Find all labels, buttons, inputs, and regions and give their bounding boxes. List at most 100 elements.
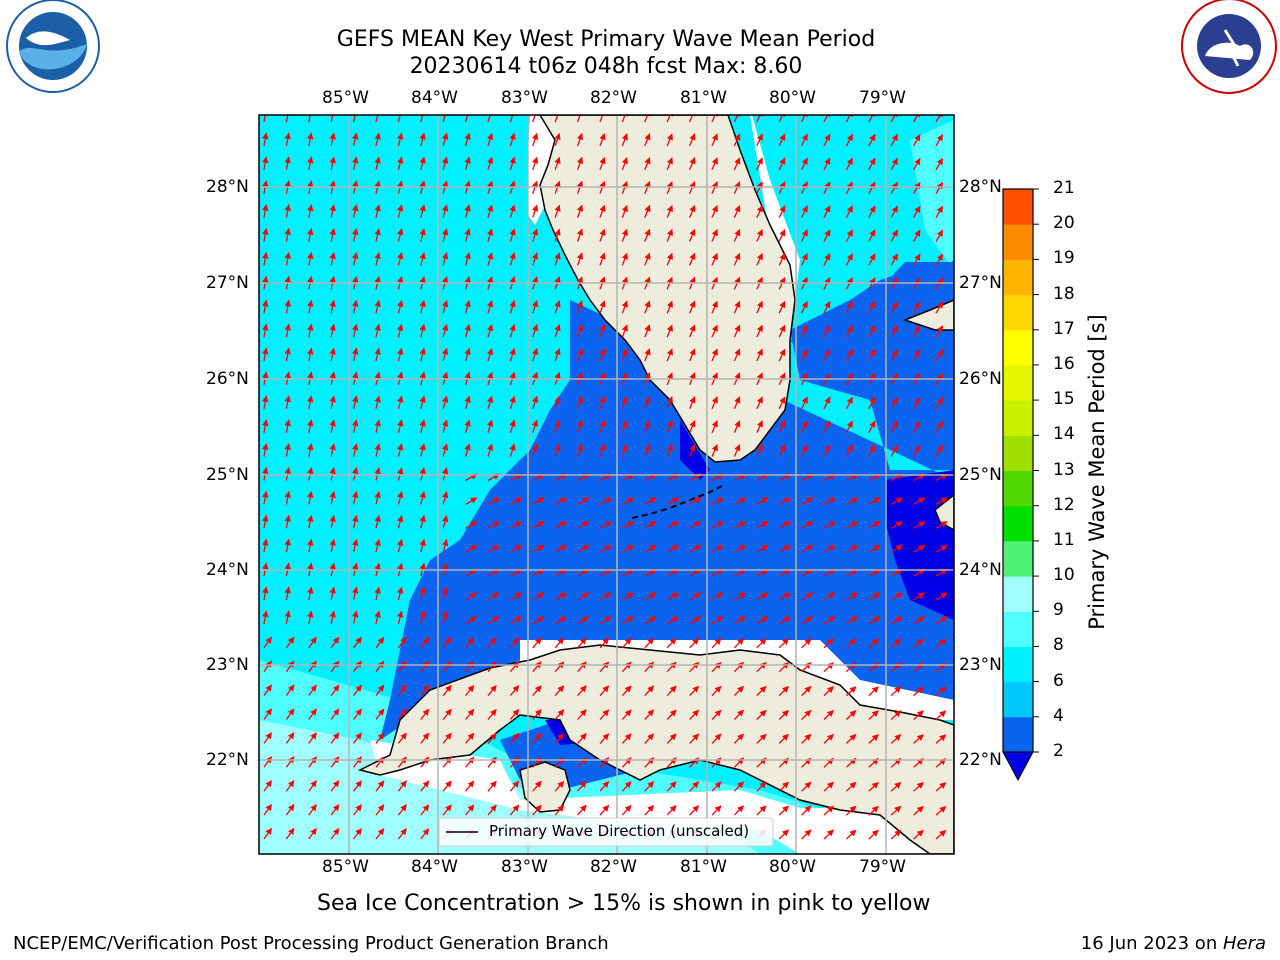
wave-direction-arrow (284, 204, 291, 218)
wave-direction-arrow (846, 592, 858, 601)
colorbar-segment (1003, 611, 1033, 647)
wave-direction-arrow (576, 395, 584, 410)
wave-direction-arrow (397, 708, 407, 720)
wave-direction-arrow (599, 228, 606, 242)
wave-direction-arrow (913, 253, 921, 266)
wave-direction-arrow (577, 733, 587, 744)
wave-direction-arrow (420, 660, 430, 673)
wave-direction-arrow (284, 156, 291, 170)
wave-direction-arrow (374, 610, 381, 625)
wave-direction-arrow (577, 616, 589, 625)
wave-direction-arrow (756, 115, 763, 123)
wave-direction-arrow (554, 804, 565, 816)
wave-direction-arrow (329, 347, 336, 362)
wave-direction-arrow (733, 157, 741, 171)
wave-direction-arrow (419, 299, 426, 314)
wave-direction-arrow (734, 592, 746, 601)
wave-direction-arrow (263, 803, 273, 816)
wave-direction-arrow (554, 252, 561, 266)
wave-direction-arrow (397, 660, 407, 673)
wave-direction-arrow (913, 638, 924, 649)
wave-direction-arrow (599, 252, 606, 266)
wave-direction-arrow (442, 732, 452, 744)
wave-direction-arrow (486, 324, 494, 338)
wave-direction-arrow (778, 638, 789, 649)
wave-direction-arrow (689, 133, 696, 147)
wave-direction-arrow (577, 685, 587, 697)
wave-direction-arrow (284, 395, 291, 409)
wave-direction-arrow (868, 181, 876, 195)
wave-direction-arrow (801, 497, 814, 505)
wave-direction-arrow (464, 395, 471, 409)
map-area (259, 115, 954, 854)
wave-direction-arrow (689, 592, 702, 601)
wave-direction-arrow (441, 395, 449, 409)
wave-direction-arrow (487, 732, 497, 744)
wave-direction-arrow (846, 616, 858, 625)
lat-label-right: 22°N (959, 750, 1002, 770)
colorbar-tick-label: 16 (1053, 353, 1075, 374)
wave-direction-arrow (599, 497, 612, 505)
wave-direction-arrow (756, 733, 767, 744)
wave-direction-arrow (890, 710, 902, 720)
wave-direction-arrow (644, 396, 651, 410)
cuba-landmass (357, 644, 954, 854)
wave-direction-arrow (599, 709, 610, 720)
wave-direction-arrow (509, 324, 516, 338)
wave-direction-arrow (464, 347, 471, 362)
wave-direction-arrow (329, 252, 336, 266)
wave-direction-arrow (689, 685, 700, 697)
wave-direction-arrow (778, 781, 789, 792)
wave-direction-arrow (531, 252, 539, 266)
wave-direction-arrow (352, 538, 359, 553)
wave-direction-arrow (263, 780, 273, 792)
wave-direction-arrow (532, 709, 542, 720)
wave-direction-arrow (621, 348, 628, 362)
wave-direction-arrow (353, 804, 362, 816)
wave-direction-arrow (330, 732, 340, 744)
wave-direction-arrow (531, 228, 539, 242)
wave-direction-arrow (733, 133, 741, 147)
florida-keys (631, 485, 723, 519)
wave-direction-arrow (823, 205, 831, 218)
lon-label-bottom: 79°W (859, 857, 906, 877)
wave-direction-arrow (576, 419, 584, 433)
wave-direction-arrow (756, 781, 767, 792)
wave-direction-arrow (756, 229, 763, 242)
wave-direction-arrow (532, 661, 542, 673)
wave-direction-arrow (374, 228, 381, 242)
lon-label-bottom: 81°W (680, 857, 727, 877)
wave-direction-arrow (868, 420, 876, 434)
wave-direction-arrow (666, 443, 673, 457)
wave-direction-arrow (577, 637, 587, 649)
wave-direction-arrow (778, 662, 789, 673)
wave-direction-arrow (801, 805, 812, 816)
wave-direction-arrow (464, 443, 471, 457)
wave-direction-arrow (644, 616, 657, 625)
wave-direction-arrow (845, 205, 853, 218)
wave-direction-arrow (486, 228, 494, 242)
wave-direction-arrow (329, 586, 336, 601)
wave-direction-arrow (689, 637, 700, 649)
wave-direction-arrow (262, 228, 269, 242)
wave-direction-arrow (689, 616, 701, 625)
colorbar-segment (1003, 681, 1033, 718)
wave-direction-arrow (577, 544, 590, 553)
wave-direction-arrow (733, 396, 741, 410)
wave-direction-arrow (441, 515, 449, 529)
wave-direction-arrow (509, 115, 516, 123)
wave-direction-arrow (599, 733, 610, 744)
wave-direction-arrow (756, 396, 763, 410)
wave-direction-arrow (397, 156, 404, 170)
wave-direction-arrow (263, 660, 273, 673)
wave-direction-arrow (419, 228, 426, 242)
wave-direction-arrow (397, 132, 404, 147)
wave-direction-arrow (307, 514, 314, 529)
wave-direction-arrow (621, 324, 628, 338)
wave-direction-arrow (330, 827, 340, 840)
wave-direction-arrow (352, 252, 359, 266)
wave-direction-arrow (913, 229, 921, 242)
wave-direction-arrow (756, 805, 767, 816)
wave-direction-arrow (397, 323, 404, 338)
colorbar-tick-label: 15 (1053, 389, 1075, 410)
